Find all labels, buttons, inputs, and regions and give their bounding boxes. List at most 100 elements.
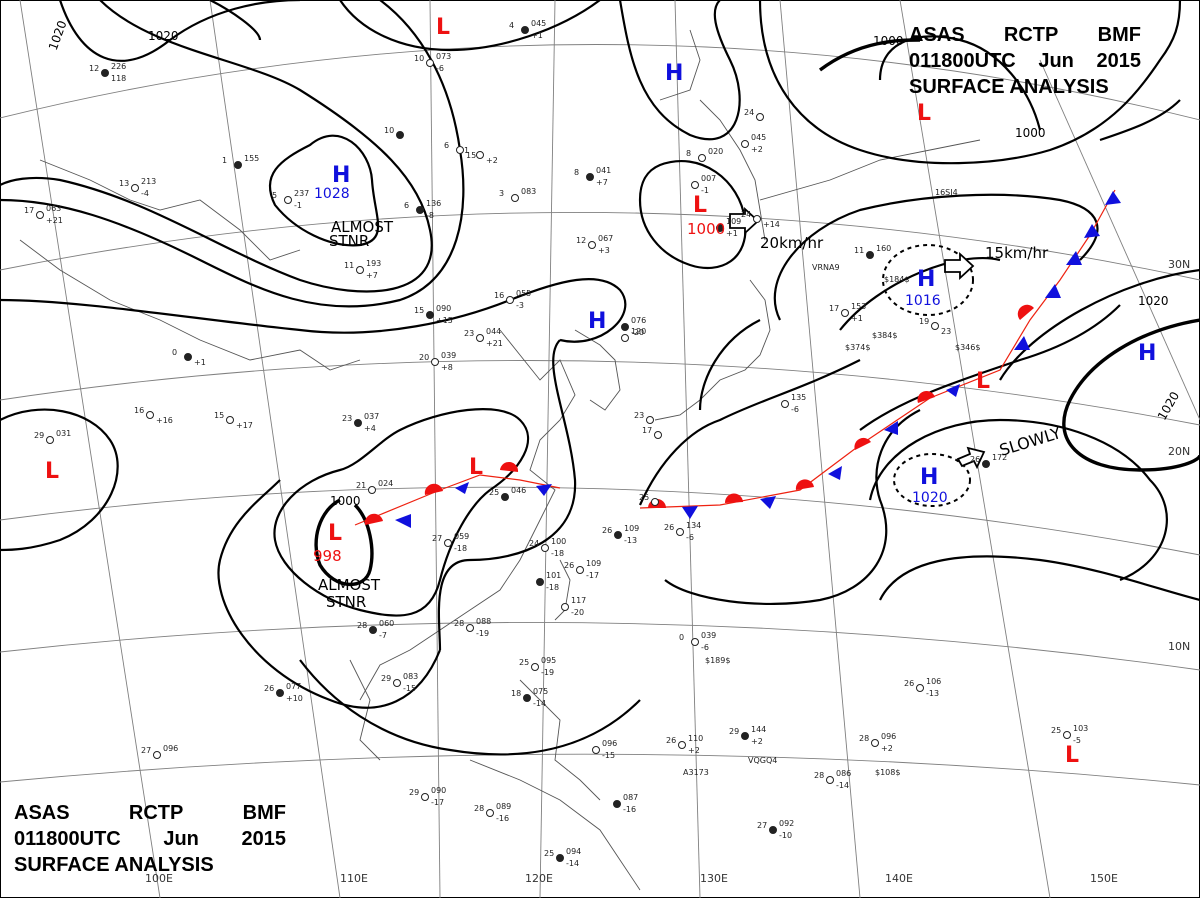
station-circle-icon — [356, 266, 364, 274]
station-circle-icon — [511, 194, 519, 202]
high-symbol: H — [332, 163, 350, 188]
station-temperature: 12 — [89, 64, 99, 73]
station-pressure: 213 — [141, 177, 156, 186]
station-pressure: 109 — [586, 559, 601, 568]
cold-front-markers — [395, 191, 1121, 528]
station-circle-icon — [756, 113, 764, 121]
station-plot: 26 110 +2 — [666, 734, 703, 755]
station-pressure: 055 — [516, 289, 531, 298]
station-pressure: 110 — [688, 734, 703, 743]
station-tendency: +1 — [531, 31, 543, 40]
station-temperature: 25 — [544, 849, 554, 858]
station-pressure: 120 — [631, 327, 646, 336]
station-identifier: VQGQ4 — [748, 756, 777, 765]
station-pressure: 096 — [881, 732, 896, 741]
station-pressure: 237 — [294, 189, 309, 198]
station-plot: 17 153 +1 — [829, 302, 866, 323]
station-pressure: 039 — [441, 351, 456, 360]
station-temperature: 3 — [499, 189, 504, 198]
station-plot: 26 109 -13 — [602, 524, 639, 545]
header-year: 2015 — [1096, 50, 1142, 72]
station-temperature: 27 — [141, 746, 151, 755]
header-product-code: ASAS — [909, 24, 965, 46]
high-value: 1028 — [314, 186, 350, 202]
station-circle-icon — [476, 151, 484, 159]
station-pressure: 044 — [486, 327, 501, 336]
station-temperature: 8 — [574, 168, 579, 177]
chart-header-bottom: ASAS RCTP BMF 011800UTC Jun 2015 SURFACE… — [14, 800, 286, 878]
movement-speed-label: 15km/hr — [985, 244, 1049, 262]
high-center: H 1028 — [314, 163, 350, 202]
station-circle-icon — [741, 140, 749, 148]
low-value: 1000 — [687, 220, 725, 238]
station-temperature: 4 — [509, 21, 514, 30]
high-center: H — [1138, 341, 1156, 366]
low-center: L — [917, 101, 931, 126]
station-circle-icon — [466, 624, 474, 632]
station-plot: 18 075 -14 — [511, 687, 548, 708]
low-symbol: L — [328, 521, 342, 546]
station-tendency: -18 — [551, 549, 564, 558]
station-plot: 13 213 -4 — [119, 177, 156, 198]
station-temperature: 11 — [854, 246, 864, 255]
station-plot: 12 067 +3 — [576, 234, 613, 255]
high-value: 1020 — [912, 490, 948, 506]
station-circle-icon — [431, 358, 439, 366]
station-circle-icon — [153, 751, 161, 759]
station-tendency: 118 — [111, 74, 126, 83]
isobar-label: 1020 — [1138, 294, 1169, 308]
station-plot: 6 15 — [444, 141, 476, 160]
station-plot: 15 090 +15 — [414, 304, 453, 325]
station-tendency: +2 — [688, 746, 700, 755]
station-tendency: -6 — [436, 64, 444, 73]
station-circle-icon — [354, 419, 362, 427]
station-temperature: 25 — [1051, 726, 1061, 735]
low-symbol: L — [917, 101, 931, 126]
station-circle-icon — [184, 353, 192, 361]
station-tendency: -20 — [631, 328, 644, 337]
header-office-code: BMF — [1097, 24, 1141, 46]
header-product-code: ASAS — [14, 802, 70, 824]
station-circle-icon — [691, 181, 699, 189]
low-center: L 998 — [313, 521, 342, 565]
station-circle-icon — [698, 154, 706, 162]
station-circle-icon — [556, 854, 564, 862]
station-plot: 087-16 — [613, 793, 638, 814]
station-temperature: 13 — [119, 179, 129, 188]
station-temperature: 27 — [432, 534, 442, 543]
station-tendency: +2 — [751, 737, 763, 746]
station-tendency: +21 — [46, 216, 63, 225]
station-pressure: 090 — [431, 786, 446, 795]
station-pressure: 076 — [631, 316, 646, 325]
station-tendency: -16 — [496, 814, 509, 823]
station-temperature: 24 — [741, 210, 751, 219]
station-tendency: -14 — [566, 859, 579, 868]
station-pressure: 135 — [791, 393, 806, 402]
station-tendency: -13 — [926, 689, 939, 698]
station-circle-icon — [676, 528, 684, 536]
station-circle-icon — [916, 684, 924, 692]
station-pressure: 087 — [623, 793, 638, 802]
station-plot: 16 055 -3 — [494, 289, 531, 310]
header-line-2: 011800UTC Jun 2015 — [909, 48, 1141, 74]
station-plot: 120 — [621, 327, 646, 342]
station-pressure: 063 — [46, 204, 61, 213]
station-temperature: 28 — [474, 804, 484, 813]
station-circle-icon — [226, 416, 234, 424]
station-pressure: 037 — [364, 412, 379, 421]
station-plot: 23 — [634, 411, 654, 424]
warm-front-markers — [364, 304, 1034, 525]
station-plot: 117-20 — [561, 596, 586, 617]
station-tendency: -14 — [533, 699, 546, 708]
station-circle-icon — [592, 746, 600, 754]
station-pressure: 059 — [454, 532, 469, 541]
station-pressure: 041 — [596, 166, 611, 175]
station-tendency: -5 — [1073, 736, 1081, 745]
lon-label: 100E — [145, 872, 173, 885]
station-temperature: 28 — [454, 619, 464, 628]
station-circle-icon — [646, 416, 654, 424]
station-circle-icon — [426, 59, 434, 67]
station-circle-icon — [871, 739, 879, 747]
station-tendency: -17 — [586, 571, 599, 580]
